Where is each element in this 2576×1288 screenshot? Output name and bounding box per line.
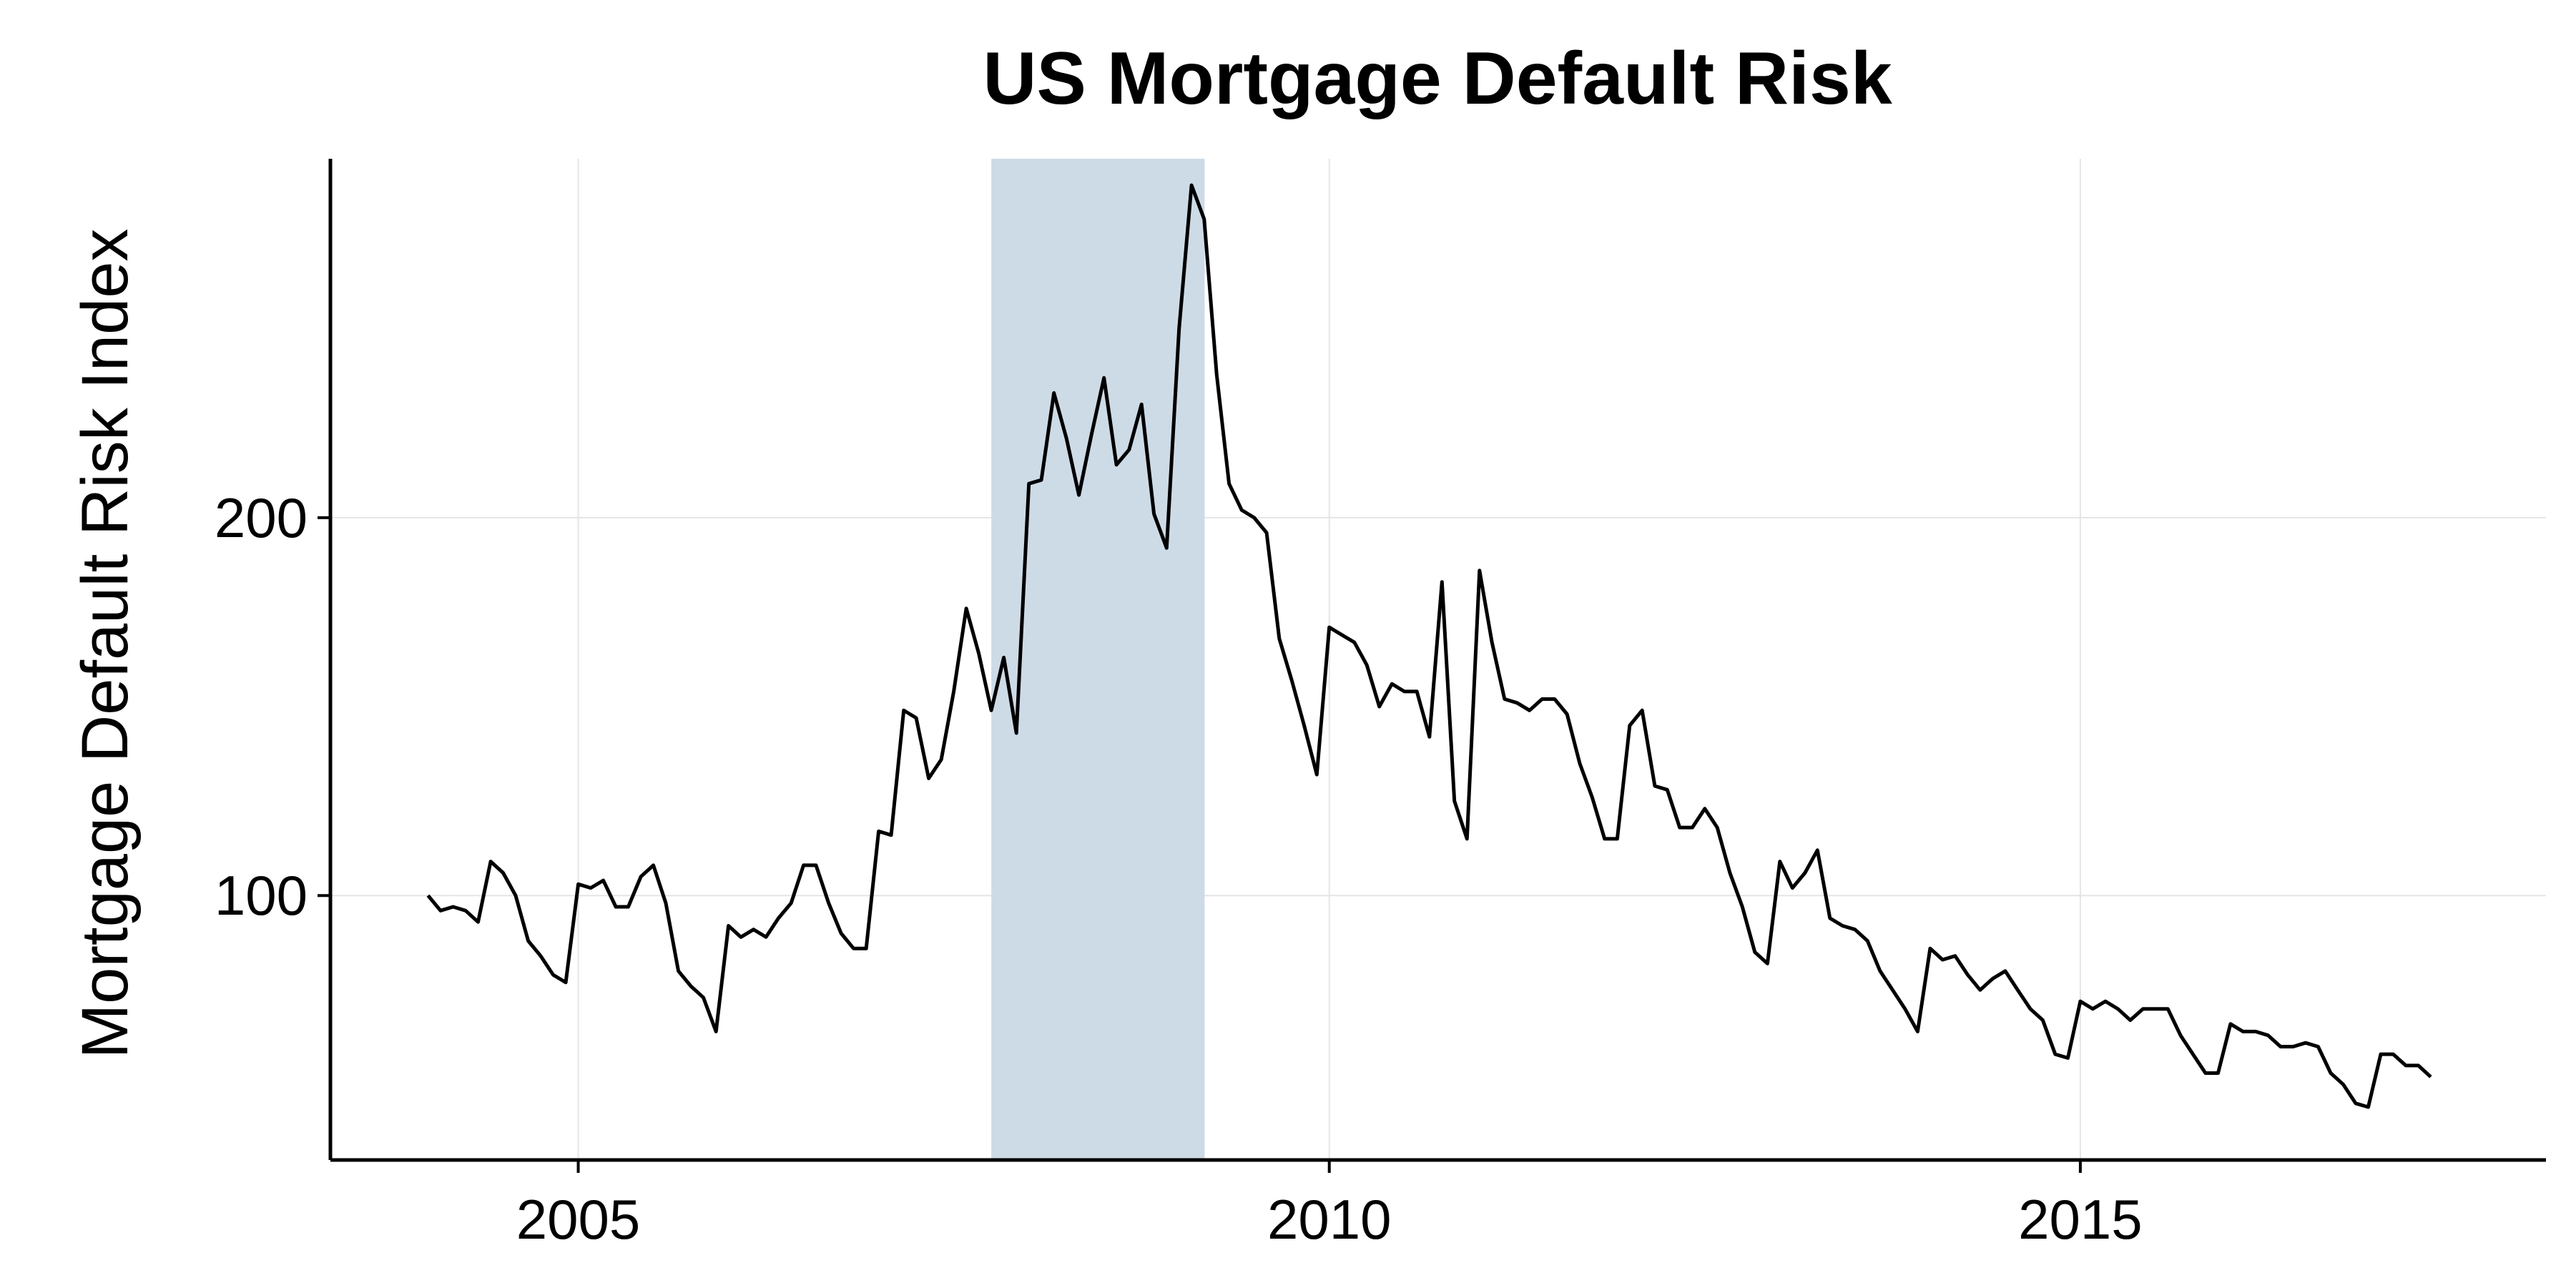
y-axis-label: Mortgage Default Risk Index bbox=[69, 229, 142, 1059]
y-ticks: 100 200 bbox=[215, 486, 330, 927]
x-tick-label: 2005 bbox=[516, 1188, 641, 1251]
series-layer bbox=[426, 183, 2432, 1109]
series-line bbox=[426, 183, 2432, 1109]
shaded-periods bbox=[991, 159, 1205, 1160]
chart-title: US Mortgage Default Risk bbox=[983, 37, 1892, 120]
gridlines bbox=[330, 159, 2546, 1160]
x-tick-label: 2015 bbox=[2018, 1188, 2143, 1251]
x-tick-label: 2010 bbox=[1267, 1188, 1392, 1251]
shaded-period bbox=[991, 159, 1205, 1160]
x-ticks: 2005 2010 2015 bbox=[516, 1160, 2143, 1251]
y-tick-label: 200 bbox=[215, 486, 308, 549]
y-tick-label: 100 bbox=[215, 864, 308, 927]
